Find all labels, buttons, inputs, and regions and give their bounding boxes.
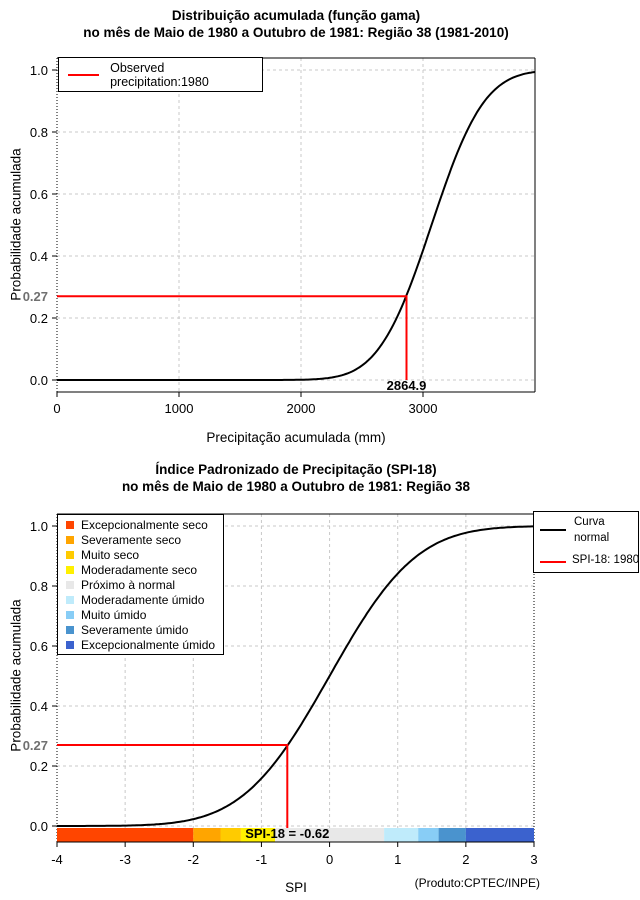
- category-swatch: [66, 566, 74, 575]
- category-label: Moderadamente seco: [81, 563, 198, 578]
- category-label: Excepcionalmente seco: [81, 518, 208, 533]
- normal-curve-line-sample: [540, 529, 566, 531]
- category-legend-item: Excepcionalmente úmido: [58, 637, 223, 652]
- panel1-y-tick-label: 1.0: [29, 63, 48, 78]
- panel2-y-tick-label: 0.2: [29, 759, 48, 774]
- panel1-x-tick-label: 2000: [286, 401, 316, 416]
- spi-colorbar-segment: [193, 828, 221, 842]
- panel2-x-tick-label: 3: [530, 852, 538, 867]
- category-label: Severamente seco: [81, 533, 182, 548]
- panel2-y-tick-label: 0.4: [29, 699, 48, 714]
- spi-category-legend: Excepcionalmente seco Severamente seco Mui…: [57, 514, 224, 655]
- category-label: Próximo à normal: [81, 578, 176, 592]
- category-swatch: [66, 610, 74, 619]
- panel2-x-tick-label: -4: [51, 852, 63, 867]
- category-legend-item: Muito úmido: [58, 607, 223, 622]
- category-swatch: [66, 595, 74, 604]
- spi-colorbar-segment: [465, 828, 534, 842]
- panel1-y-tick-label: 0.2: [29, 311, 48, 326]
- panel1-cdf-curve: [57, 71, 536, 381]
- category-legend-item: Moderadamente seco: [58, 563, 223, 578]
- spi-1980-legend-label: SPI-18: 1980: [572, 554, 640, 566]
- category-label: Muito seco: [81, 548, 140, 563]
- panel2-title: Índice Padronizado de Precipitação (SPI-…: [155, 462, 437, 477]
- panel2-x-axis-label: SPI: [285, 880, 307, 895]
- panel2-x-tick-label: 0: [325, 852, 334, 867]
- panel2-x-tick-label: 2: [462, 852, 470, 867]
- category-label: Excepcionalmente úmido: [81, 637, 216, 652]
- normal-curve-label-line1: Curva: [574, 516, 605, 528]
- panel2-observed-reference-lines: [57, 744, 289, 828]
- panel1-observed-reference-lines: [57, 295, 408, 380]
- panel1-x-axis-label: Precipitação acumulada (mm): [206, 430, 386, 445]
- panel1-y-tick-label: 0.8: [29, 125, 48, 140]
- panel2-x-tick-label: -3: [119, 852, 131, 867]
- spi-colorbar-segment: [418, 828, 439, 842]
- panel1-y-tick-label: 0.0: [29, 373, 48, 388]
- panel1-subtitle: no mês de Maio de 1980 a Outubro de 1981…: [83, 25, 509, 40]
- spi-colorbar-segment: [384, 828, 419, 842]
- panel2-y-tick-label: 0.0: [29, 819, 48, 834]
- category-legend-item: Próximo à normal: [58, 578, 223, 593]
- spi-1980-line-sample: [540, 561, 566, 563]
- panel1-y-tick-label: 0.6: [29, 187, 48, 202]
- spi-colorbar-segment: [220, 828, 241, 842]
- category-legend-item: Excepcionalmente seco: [58, 518, 223, 533]
- panel1-x-tick-label: 1000: [164, 401, 194, 416]
- category-swatch: [66, 581, 74, 589]
- observed-line-sample: [68, 73, 100, 76]
- panel1-legend: Observed precipitation:1980: [58, 57, 263, 92]
- panel1-y-tick-label: 0.4: [29, 249, 48, 264]
- panel2-line-legend: Curva normal SPI-18: 1980: [533, 511, 639, 573]
- spi-colorbar-segment: [241, 828, 276, 842]
- panel2-x-tick-label: -1: [255, 852, 268, 867]
- panel2-cdf-curve: [57, 525, 534, 827]
- panel2-probability-annotation: 0.27: [22, 738, 48, 753]
- panel2-spi-value-annotation: SPI-18 = -0.62: [245, 826, 330, 841]
- spi-colorbar-segment: [438, 828, 466, 842]
- category-legend-item: Severamente úmido: [58, 622, 223, 637]
- category-swatch: [66, 521, 74, 530]
- panel1-precipitation-value-annotation: 2864.9: [386, 378, 427, 393]
- observed-legend-label: Observed precipitation:1980: [110, 60, 209, 89]
- panel1-x-tick-label: 3000: [408, 401, 438, 416]
- panel2-y-tick-label: 0.8: [29, 579, 48, 594]
- normal-curve-label-line2: normal: [574, 532, 610, 544]
- panel2-x-tick-label: 1: [394, 852, 402, 867]
- panel1-x-tick-label: 0: [53, 401, 61, 416]
- category-legend-item: Moderadamente úmido: [58, 592, 223, 607]
- panel1-probability-annotation: 0.27: [22, 289, 48, 305]
- panel1-title: Distribuição acumulada (função gama): [171, 8, 421, 23]
- category-swatch: [66, 551, 74, 560]
- panel2-y-tick-label: 1.0: [29, 519, 48, 534]
- panel2-y-tick-label: 0.6: [29, 639, 48, 654]
- category-label: Severamente úmido: [81, 622, 189, 637]
- product-credit: (Produto:CPTEC/INPE): [414, 876, 540, 890]
- category-label: Muito úmido: [81, 607, 147, 622]
- category-swatch: [66, 536, 74, 545]
- panel2-x-tick-label: -2: [187, 852, 200, 867]
- spi-colorbar-segment: [57, 828, 194, 842]
- category-legend-item: Muito seco: [58, 548, 223, 563]
- category-label: Moderadamente úmido: [81, 592, 205, 607]
- panel2-subtitle: no mês de Maio de 1980 a Outubro de 1981…: [121, 479, 471, 494]
- category-swatch: [66, 625, 74, 634]
- category-swatch: [66, 640, 74, 649]
- category-legend-item: Severamente seco: [58, 533, 223, 548]
- spi-colorbar-segment: [275, 828, 385, 842]
